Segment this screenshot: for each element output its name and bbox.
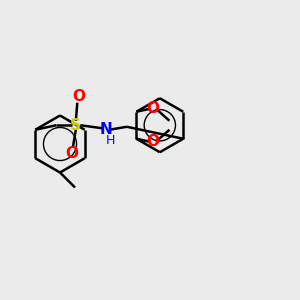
Text: S: S bbox=[70, 118, 81, 133]
Text: H: H bbox=[106, 134, 115, 147]
Text: O: O bbox=[65, 146, 78, 161]
Text: O: O bbox=[146, 101, 159, 116]
Text: O: O bbox=[72, 89, 85, 104]
Text: N: N bbox=[99, 122, 112, 137]
Text: O: O bbox=[146, 134, 159, 149]
